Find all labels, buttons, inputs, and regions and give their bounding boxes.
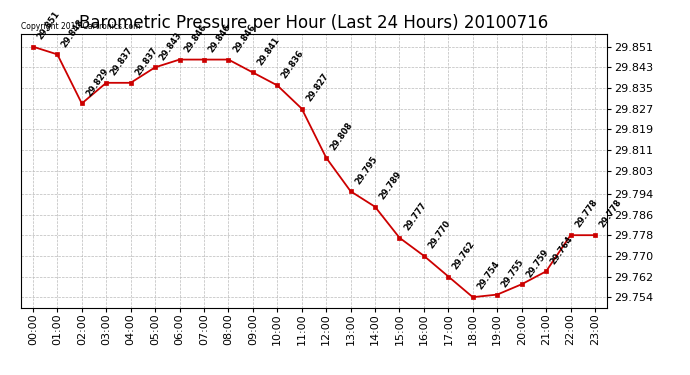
Text: 29.851: 29.851 [36,9,61,41]
Text: 29.846: 29.846 [231,22,257,54]
Text: 29.770: 29.770 [426,219,453,250]
Text: 29.759: 29.759 [524,247,551,279]
Text: 29.843: 29.843 [158,30,184,62]
Text: 29.795: 29.795 [353,154,380,186]
Text: 29.846: 29.846 [182,22,208,54]
Text: 29.837: 29.837 [133,46,159,77]
Text: 29.764: 29.764 [549,234,575,266]
Text: 29.755: 29.755 [500,257,526,289]
Text: 29.827: 29.827 [304,72,331,103]
Text: 29.754: 29.754 [475,260,502,292]
Text: 29.778: 29.778 [573,198,599,230]
Text: 29.841: 29.841 [255,35,282,67]
Text: 29.829: 29.829 [85,66,110,98]
Text: 29.789: 29.789 [378,170,404,201]
Text: 29.777: 29.777 [402,201,428,232]
Text: 29.837: 29.837 [109,46,135,77]
Text: 29.762: 29.762 [451,239,477,271]
Text: 29.846: 29.846 [207,22,233,54]
Text: 29.778: 29.778 [598,198,624,230]
Text: 29.808: 29.808 [329,121,355,152]
Title: Barometric Pressure per Hour (Last 24 Hours) 20100716: Barometric Pressure per Hour (Last 24 Ho… [79,14,549,32]
Text: Copyright 2010 Cartronics.com: Copyright 2010 Cartronics.com [21,22,140,31]
Text: 29.836: 29.836 [280,48,306,80]
Text: 29.848: 29.848 [60,17,86,49]
